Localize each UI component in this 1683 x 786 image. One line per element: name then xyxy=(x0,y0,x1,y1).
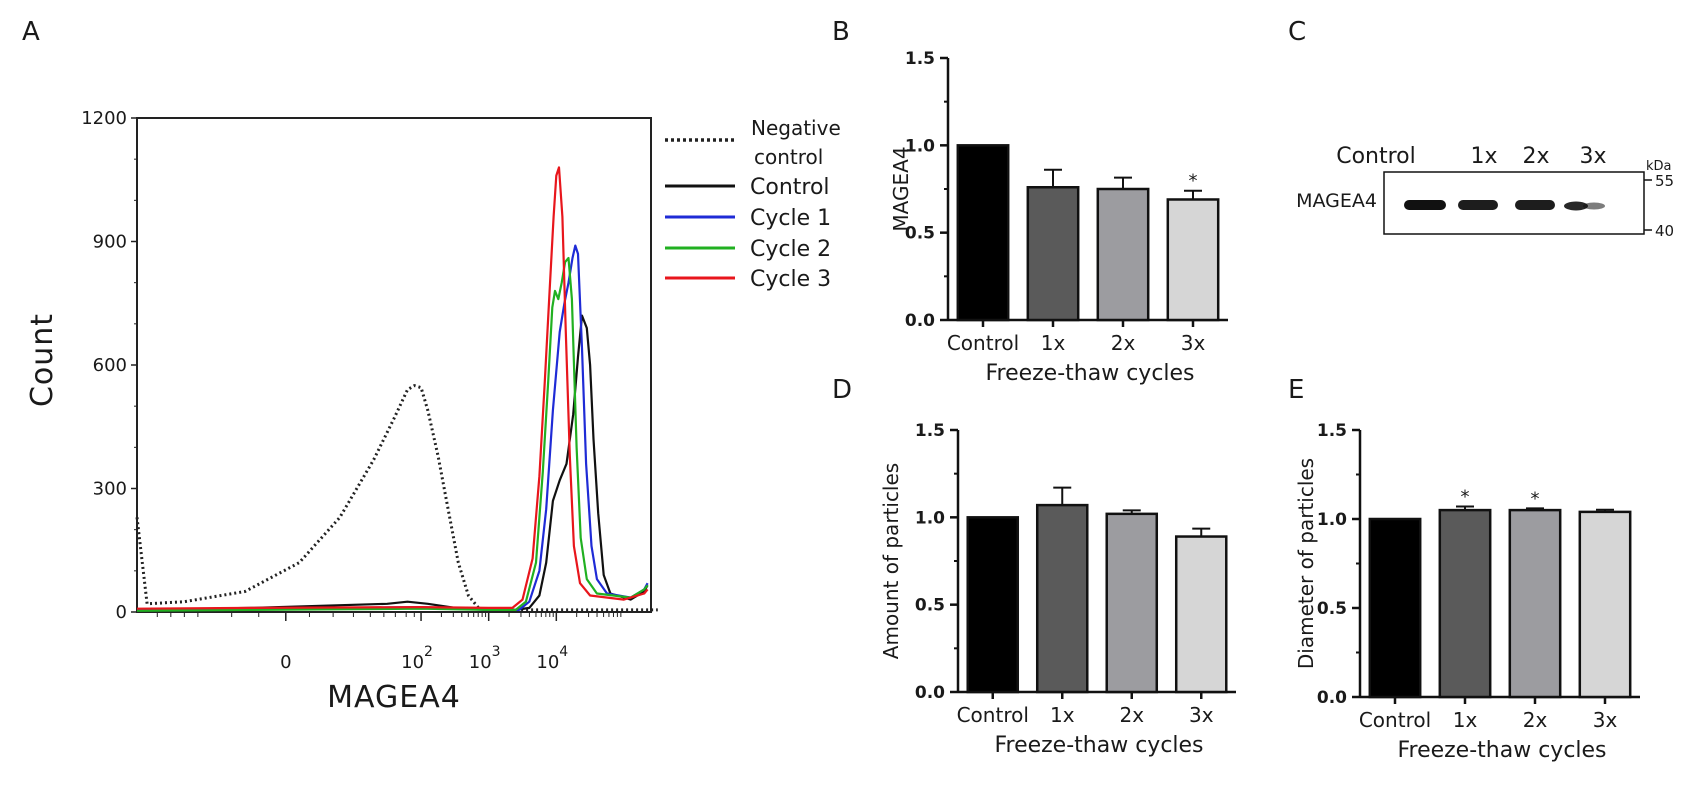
y-tick-label: 1.0 xyxy=(915,508,945,528)
x-axis-title: Freeze-thaw cycles xyxy=(1397,738,1606,763)
marker-label-55: 55 xyxy=(1655,172,1674,190)
x-tick-label: 2x xyxy=(1111,331,1136,355)
bar-control xyxy=(1368,517,1422,699)
panel-letter-a: A xyxy=(22,17,40,47)
blot-band xyxy=(1404,200,1446,210)
x-tick-label: 102 xyxy=(401,644,433,673)
y-tick-label: 1.5 xyxy=(1317,421,1347,441)
x-tick-label: 3x xyxy=(1181,331,1206,355)
legend-label: Cycle 1 xyxy=(750,206,831,231)
bar-control xyxy=(956,144,1010,322)
bar-3x xyxy=(1578,510,1632,699)
blot-row-label: MAGEA4 xyxy=(1296,190,1377,212)
legend-label: Negative xyxy=(751,116,841,140)
x-tick-base: 10 xyxy=(469,652,492,673)
y-tick-label: 1.0 xyxy=(905,136,935,156)
y-tick-label: 900 xyxy=(93,232,127,253)
lane-label: 1x xyxy=(1470,144,1497,169)
lane-label: 2x xyxy=(1522,144,1549,169)
bar-2x xyxy=(1096,187,1150,322)
y-tick-label: 0.5 xyxy=(915,596,945,616)
x-tick-exponent: 4 xyxy=(559,644,568,660)
y-tick-label: 1.5 xyxy=(905,49,935,69)
bar-2x xyxy=(1105,512,1159,694)
legend-label: Control xyxy=(750,175,830,200)
x-tick-label: 1x xyxy=(1041,331,1066,355)
marker-label-40: 40 xyxy=(1655,222,1674,240)
blot-band xyxy=(1458,200,1498,210)
x-tick-label: 3x xyxy=(1593,708,1618,732)
y-tick-label: 1200 xyxy=(81,108,127,129)
y-axis-title: Diameter of particles xyxy=(1294,458,1318,669)
panel-e-bar-chart: 0.0 0.5 1.0 1.5 Control 1x * 2x * 3x Freeze-thaw c… xyxy=(1294,421,1640,763)
x-axis-title: MAGEA4 xyxy=(327,680,461,715)
y-tick-label: 0.0 xyxy=(915,683,945,703)
x-tick-label: 104 xyxy=(536,644,568,673)
panel-b-bar-chart: 0.0 0.5 1.0 1.5 Control 1x 2x 3x * Freeze-thaw cy… xyxy=(889,49,1228,386)
bar-1x xyxy=(1035,503,1089,694)
x-tick-base: 10 xyxy=(401,652,424,673)
legend-label: control xyxy=(754,145,823,169)
significance-mark: * xyxy=(1189,171,1198,192)
significance-mark: * xyxy=(1461,487,1470,508)
bar-1x xyxy=(1026,186,1080,322)
x-tick-label: 3x xyxy=(1189,703,1214,727)
lane-label: Control xyxy=(1336,144,1416,169)
bar-3x xyxy=(1166,198,1220,322)
histogram-line-negative-control xyxy=(135,384,658,612)
x-tick-label: 103 xyxy=(469,644,501,673)
x-axis-title: Freeze-thaw cycles xyxy=(985,361,1194,386)
blot-band xyxy=(1564,201,1588,211)
blot-band xyxy=(1583,202,1605,210)
x-tick-label: Control xyxy=(947,331,1019,355)
histogram-line-cycle-2 xyxy=(136,256,649,612)
panel-letter-e: E xyxy=(1288,375,1304,405)
bar-2x xyxy=(1508,508,1562,699)
x-axis-title: Freeze-thaw cycles xyxy=(994,733,1203,758)
histogram-line-control xyxy=(136,314,649,611)
panel-d-bar-chart: 0.0 0.5 1.0 1.5 Control 1x 2x 3x Freeze-thaw cyc… xyxy=(879,421,1236,758)
y-axis-title: MAGEA4 xyxy=(889,146,913,231)
y-tick-label: 0.5 xyxy=(905,224,935,244)
y-tick-label: 600 xyxy=(93,355,127,376)
y-tick-label: 1.0 xyxy=(1317,510,1347,530)
significance-mark: * xyxy=(1531,488,1540,509)
y-axis-title: Count xyxy=(25,313,60,407)
x-tick-label: 0 xyxy=(280,652,291,673)
y-tick-label: 300 xyxy=(93,479,127,500)
legend-label: Cycle 2 xyxy=(750,237,831,262)
x-tick-base: 0 xyxy=(280,652,291,673)
y-tick-label: 1.5 xyxy=(915,421,945,441)
y-tick-label: 0.0 xyxy=(905,311,935,331)
x-tick-label: Control xyxy=(1359,708,1431,732)
panel-letter-b: B xyxy=(832,17,850,47)
x-tick-exponent: 2 xyxy=(424,644,433,660)
x-tick-label: 1x xyxy=(1050,703,1075,727)
histogram-line-cycle-3 xyxy=(136,166,649,610)
panel-letter-c: C xyxy=(1288,17,1306,47)
y-tick-label: 0.0 xyxy=(1317,688,1347,708)
x-tick-label: 2x xyxy=(1119,703,1144,727)
lane-label: 3x xyxy=(1579,144,1606,169)
y-tick-label: 0 xyxy=(116,602,127,623)
marker-unit: kDa xyxy=(1646,159,1672,174)
x-tick-label: 1x xyxy=(1453,708,1478,732)
bar-control xyxy=(966,516,1020,694)
panel-letter-d: D xyxy=(832,375,852,405)
y-axis-title: Amount of particles xyxy=(879,463,903,659)
x-tick-label: 2x xyxy=(1523,708,1548,732)
bar-1x xyxy=(1438,508,1492,699)
blot-band xyxy=(1515,200,1555,210)
x-tick-base: 10 xyxy=(536,652,559,673)
y-tick-label: 0.5 xyxy=(1317,599,1347,619)
x-tick-label: Control xyxy=(957,703,1029,727)
bar-3x xyxy=(1174,535,1228,694)
x-tick-exponent: 3 xyxy=(492,644,501,660)
legend-label: Cycle 3 xyxy=(750,267,831,292)
